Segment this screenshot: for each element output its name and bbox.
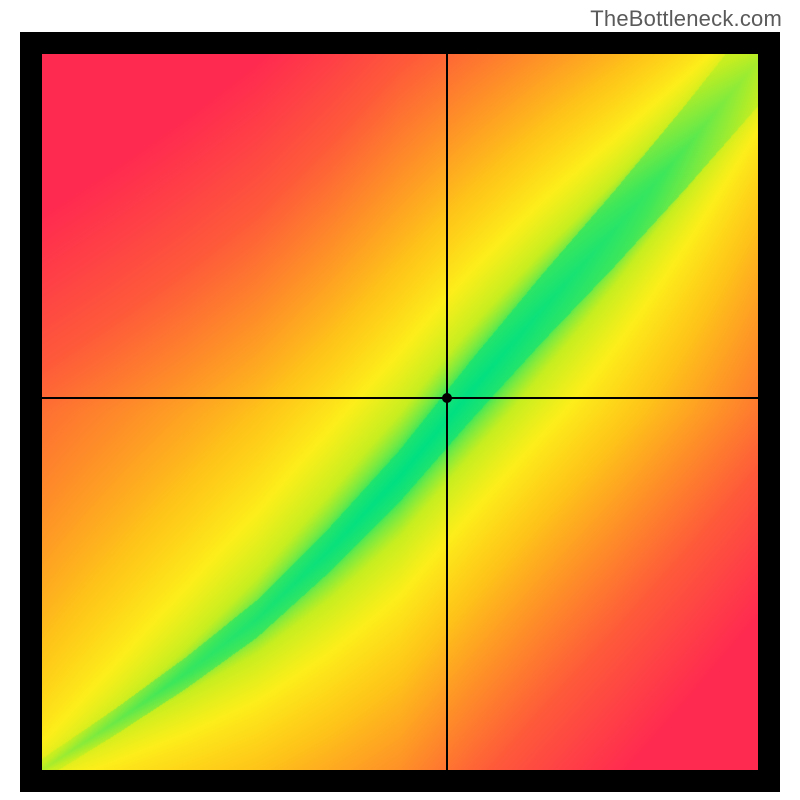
- chart-container: TheBottleneck.com: [0, 0, 800, 800]
- heatmap-canvas-wrap: [42, 54, 758, 770]
- crosshair-vertical: [446, 54, 448, 770]
- marker-dot: [442, 393, 452, 403]
- heatmap-canvas: [42, 54, 758, 770]
- crosshair-horizontal: [42, 397, 758, 399]
- watermark-text: TheBottleneck.com: [590, 6, 782, 32]
